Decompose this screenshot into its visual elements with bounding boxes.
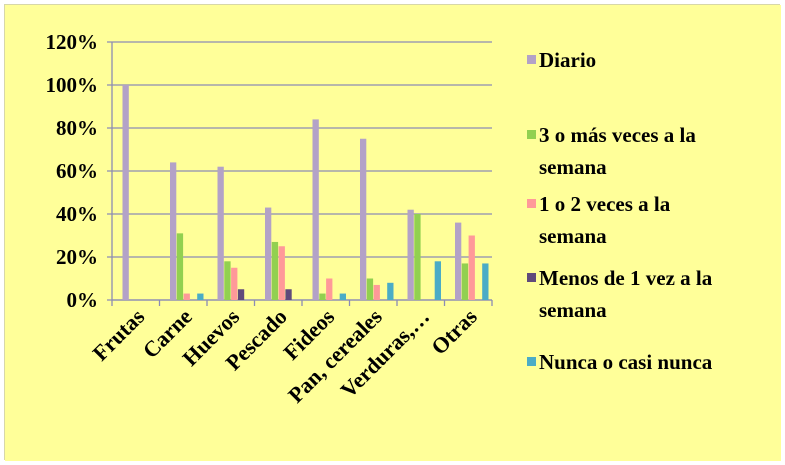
y-tick-label: 60%: [56, 159, 98, 183]
bar-2-5: [319, 293, 326, 300]
y-tick-label: 80%: [56, 116, 98, 140]
bar-2-4: [271, 241, 279, 300]
legend-swatch-2: [527, 130, 536, 139]
legend-swatch-4: [527, 273, 536, 282]
bar-1-3: [217, 166, 224, 300]
y-tick-label: 100%: [46, 73, 99, 97]
legend-label: Nunca o casi nunca: [539, 350, 713, 374]
bar-2-3: [224, 261, 231, 300]
bar-3-3: [231, 267, 238, 300]
bar-2-8: [461, 263, 469, 300]
legend-swatch-1: [527, 55, 536, 64]
bar-2-2: [176, 233, 184, 300]
legend-label: semana: [539, 224, 607, 248]
legend-label: Menos de 1 vez a la: [539, 266, 713, 290]
bar-5-6: [387, 282, 394, 300]
legend-label: 3 o más veces a la: [539, 123, 696, 147]
legend-swatch-3: [527, 199, 536, 208]
bar-3-8: [468, 235, 475, 300]
legend-label: Diario: [539, 48, 596, 72]
y-tick-label: 0%: [67, 288, 99, 312]
bar-chart: 0%20%40%60%80%100%120%FrutasCarneHuevosP…: [5, 5, 781, 461]
y-tick-label: 20%: [56, 245, 98, 269]
chart-frame: 0% 20% 40% 60% 80% 100% 120% Frutas Carne Huevos P…: [4, 4, 781, 461]
y-tick-label: 40%: [56, 202, 98, 226]
legend-swatch-5: [527, 357, 536, 366]
bar-3-4: [278, 246, 285, 300]
legend-label: semana: [539, 155, 607, 179]
bar-1-5: [312, 119, 319, 301]
bar-4-3: [237, 289, 245, 300]
bar-5-7: [434, 261, 441, 300]
bar-1-2: [170, 162, 177, 300]
bar-1-4: [265, 207, 272, 300]
bar-3-5: [326, 278, 333, 300]
y-tick-label: 120%: [46, 30, 99, 54]
chart-background: [5, 5, 781, 461]
bar-2-7: [414, 214, 421, 300]
bar-5-5: [339, 293, 346, 300]
bar-1-1: [122, 85, 129, 300]
bar-3-2: [183, 293, 190, 300]
bar-1-8: [455, 222, 462, 300]
bar-3-6: [373, 284, 380, 300]
legend-label: 1 o 2 veces a la: [539, 192, 671, 216]
bar-2-6: [366, 278, 374, 300]
bar-5-2: [197, 293, 204, 300]
bar-1-7: [407, 209, 414, 300]
legend-label: semana: [539, 298, 607, 322]
bar-4-4: [285, 289, 292, 300]
bar-5-8: [482, 263, 489, 300]
bar-1-6: [360, 138, 367, 300]
